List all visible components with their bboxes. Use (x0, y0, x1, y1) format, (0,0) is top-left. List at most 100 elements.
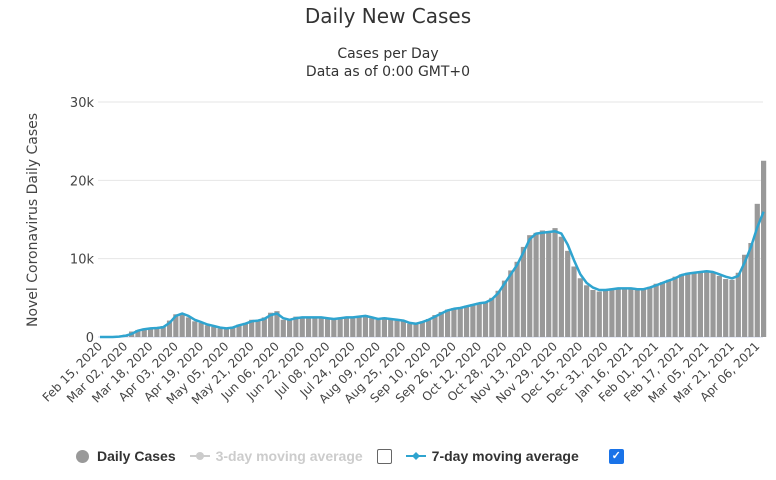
bar-daily-cases (394, 320, 400, 337)
bar-daily-cases (640, 288, 647, 337)
bar-daily-cases (546, 231, 552, 337)
bar-daily-cases (255, 320, 261, 337)
bar-daily-cases (331, 318, 337, 337)
circle-icon (76, 449, 89, 463)
bar-daily-cases (508, 270, 514, 337)
bar-daily-cases (596, 291, 602, 337)
bar-daily-cases (501, 280, 508, 337)
y-tick-label: 20k (70, 174, 95, 189)
bar-daily-cases (337, 317, 343, 337)
bar-daily-cases (716, 275, 722, 337)
bar-daily-cases (211, 326, 217, 337)
bar-daily-cases (381, 317, 387, 337)
bar-daily-cases (343, 316, 350, 337)
bar-daily-cases (742, 254, 748, 337)
y-tick-label: 0 (86, 331, 94, 346)
bar-daily-cases (249, 319, 255, 337)
legend: Daily Cases 3-day moving average 7-day m… (76, 448, 638, 464)
line-marker-icon (189, 452, 210, 460)
bar-daily-cases (438, 311, 444, 337)
bar-daily-cases (135, 329, 141, 337)
bar-daily-cases (173, 314, 179, 337)
bar-daily-cases (261, 317, 267, 337)
bar-daily-cases (552, 228, 558, 337)
bar-daily-cases (324, 318, 331, 337)
bar-daily-cases (185, 317, 192, 337)
bar-daily-cases (748, 243, 754, 337)
bar-daily-cases (678, 274, 685, 337)
bar-daily-cases (571, 266, 577, 337)
bar-daily-cases (160, 326, 166, 337)
bar-daily-cases (457, 307, 463, 337)
bar-daily-cases (147, 327, 154, 337)
bar-daily-cases (268, 312, 274, 337)
bar-daily-cases (419, 321, 425, 337)
bar-daily-cases (710, 272, 716, 337)
bar-daily-cases (204, 325, 211, 337)
bar-daily-cases (476, 302, 482, 337)
bar-daily-cases (445, 309, 451, 337)
bar-daily-cases (223, 329, 229, 337)
chart-subtitle: Cases per Day (337, 46, 439, 62)
bar-daily-cases (590, 290, 596, 337)
bar-daily-cases (369, 318, 375, 337)
bar-daily-cases (495, 290, 501, 337)
bar-daily-cases (426, 318, 432, 337)
bar-daily-cases (451, 308, 457, 337)
bar-daily-cases (362, 315, 369, 337)
bar-daily-cases (274, 311, 280, 337)
bar-daily-cases (659, 282, 666, 337)
bar-daily-cases (141, 328, 147, 337)
bar-daily-cases (192, 321, 198, 337)
bar-daily-cases (520, 246, 527, 337)
y-tick-label: 30k (70, 96, 95, 111)
bar-daily-cases (287, 318, 293, 337)
bar-daily-cases (672, 276, 678, 337)
bar-daily-cases (558, 236, 564, 337)
bar-daily-cases (723, 279, 729, 337)
bar-daily-cases (615, 287, 621, 337)
bar-daily-cases (293, 316, 299, 337)
bar-daily-cases (691, 271, 697, 337)
bar-daily-cases (242, 322, 248, 337)
bar-daily-cases (634, 290, 640, 337)
chart-title: Daily New Cases (304, 4, 472, 28)
y-tick-label: 10k (70, 253, 95, 268)
bar-daily-cases (350, 318, 356, 337)
bar-daily-cases (198, 322, 204, 337)
legend-7day-average[interactable]: 7-day moving average (405, 448, 579, 464)
bar-daily-cases (299, 316, 305, 337)
bar-daily-cases (230, 326, 236, 337)
bar-daily-cases (666, 279, 672, 337)
line-7day-average (100, 211, 765, 339)
legend-daily-cases[interactable]: Daily Cases (76, 448, 176, 464)
bar-daily-cases (754, 203, 760, 337)
bar-daily-cases (577, 278, 583, 337)
bar-daily-cases (653, 283, 659, 337)
7day-average-checkbox[interactable]: ✓ (608, 448, 624, 464)
bar-daily-cases (432, 315, 438, 337)
bar-daily-cases (305, 317, 312, 337)
legend-label: 3-day moving average (215, 448, 363, 464)
bar-daily-cases (584, 285, 590, 337)
bar-daily-cases (489, 297, 495, 337)
bar-daily-cases (470, 304, 476, 337)
bar-daily-cases (413, 322, 419, 337)
bar-daily-cases (533, 232, 539, 337)
bar-daily-cases (685, 272, 691, 337)
bar-daily-cases (735, 272, 741, 337)
bar-daily-cases (179, 313, 185, 337)
bar-daily-cases (318, 317, 324, 337)
bar-daily-cases (236, 324, 242, 337)
bar-daily-cases (729, 279, 735, 337)
bar-daily-cases (514, 261, 520, 337)
bar-daily-cases (603, 289, 609, 337)
3day-average-checkbox[interactable] (376, 448, 392, 464)
chart-data-date: Data as of 0:00 GMT+0 (305, 64, 471, 80)
legend-label: 7-day moving average (431, 448, 579, 464)
legend-3day-average[interactable]: 3-day moving average (189, 448, 363, 464)
bar-daily-cases (407, 323, 413, 337)
diamond-marker-icon (405, 452, 426, 460)
